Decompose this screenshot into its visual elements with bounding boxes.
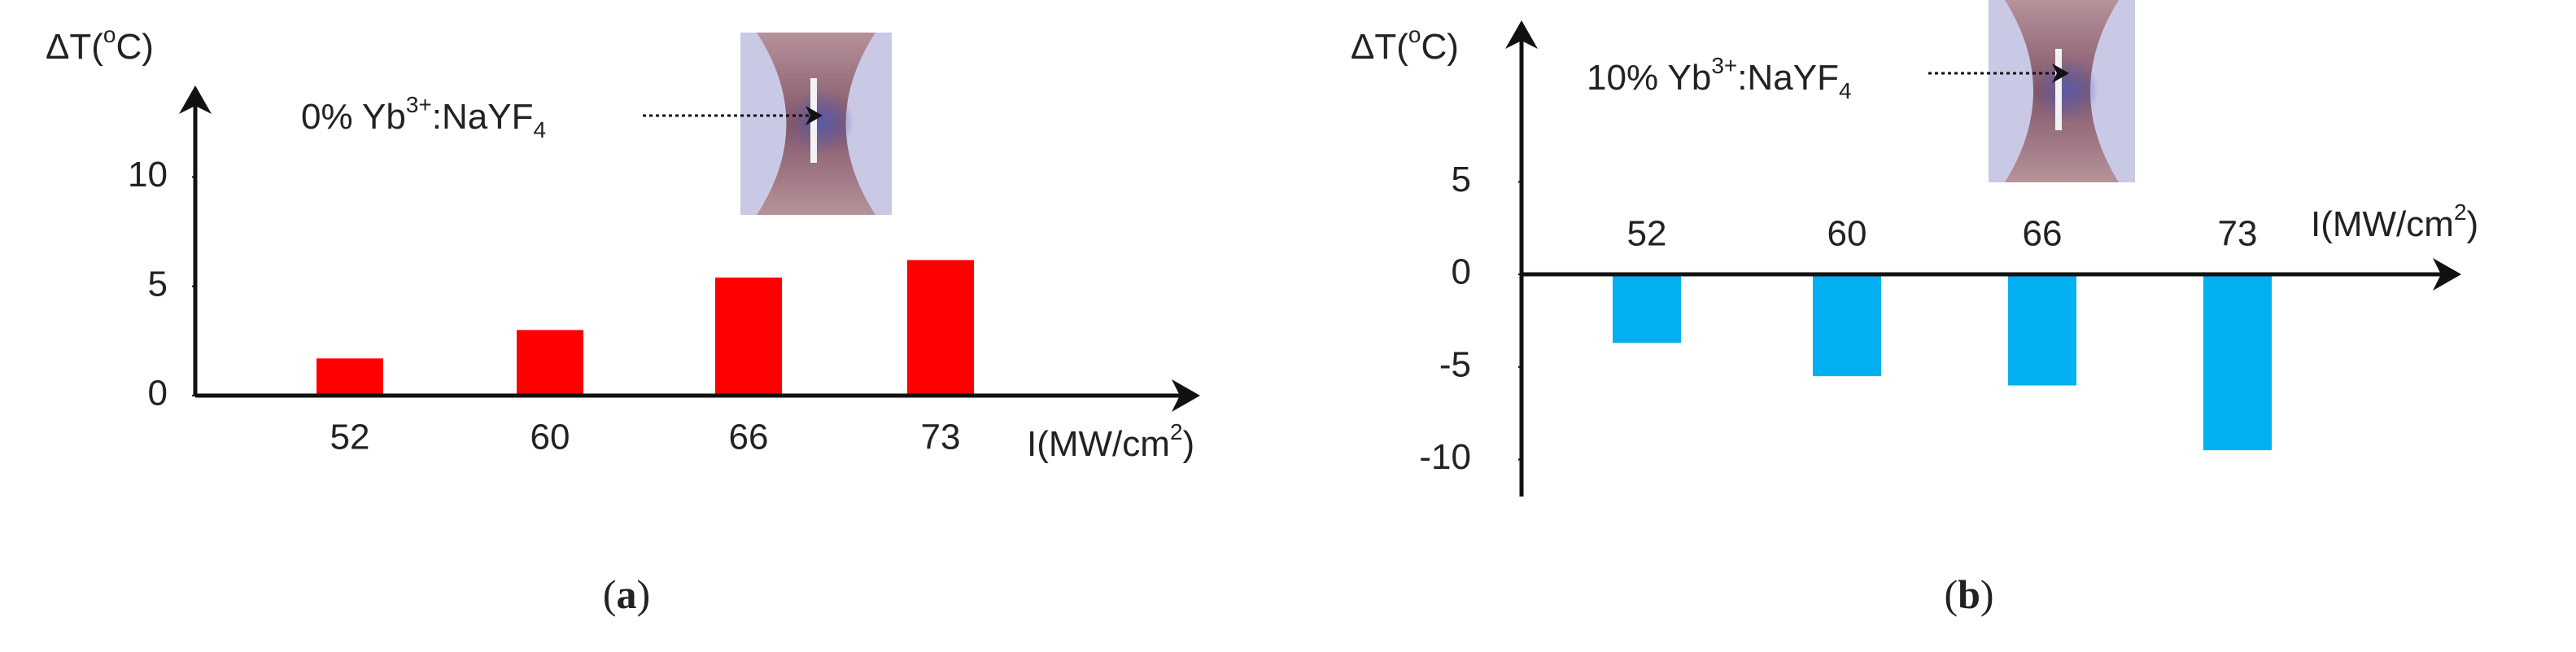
panel-label-part: ) — [1980, 571, 1994, 617]
x-axis-label-part: ) — [2467, 204, 2479, 244]
x-tick-label: 60 — [530, 418, 570, 457]
annotation-part: 4 — [1839, 78, 1852, 103]
bar — [907, 260, 974, 396]
y-tick-label: 5 — [1452, 160, 1471, 199]
panel-label: (b) — [1944, 571, 1993, 617]
x-tick-label: 52 — [330, 418, 370, 457]
y-tick-label: 10 — [128, 155, 168, 195]
panel-label-part: a — [617, 571, 637, 617]
annotation-part: :NaYF — [432, 97, 534, 137]
y-tick-label: 0 — [148, 374, 168, 414]
annotation-part: :NaYF — [1737, 58, 1839, 98]
y-axis-label-part: ΔT( — [1351, 27, 1408, 67]
bar — [317, 358, 383, 396]
y-axis-label-part: C) — [116, 27, 154, 67]
x-axis-label: I(MW/cm2) — [2311, 199, 2478, 244]
x-axis-label-part: ) — [1183, 424, 1195, 464]
x-axis-label: I(MW/cm2) — [1027, 419, 1194, 464]
x-tick-label: 73 — [2218, 214, 2258, 254]
x-axis-label-part: I(MW/cm — [1027, 424, 1170, 464]
annotation-part: 4 — [533, 117, 546, 142]
x-tick-label: 66 — [2023, 214, 2063, 254]
y-axis-label-part: o — [1408, 22, 1421, 47]
bar — [715, 277, 782, 396]
inset-a — [740, 33, 892, 215]
y-axis-label: ΔT(oC) — [46, 22, 154, 67]
bar — [2203, 274, 2272, 451]
annotation-part: 3+ — [1711, 53, 1737, 78]
x-axis-label-part: 2 — [2454, 199, 2467, 225]
y-tick-label: 5 — [148, 264, 168, 304]
bar — [1613, 274, 1681, 344]
y-tick-label: -5 — [1439, 344, 1471, 384]
x-tick-label: 60 — [1827, 214, 1867, 254]
y-axis-label-part: C) — [1421, 27, 1459, 67]
annotation-part: 10% Yb — [1587, 58, 1711, 98]
y-tick-label: 0 — [1452, 252, 1471, 292]
bar — [517, 330, 583, 396]
annotation: 10% Yb3+:NaYF4 — [1587, 53, 1852, 103]
x-tick-label: 66 — [729, 418, 769, 457]
x-axis-label-part: I(MW/cm — [2311, 204, 2454, 244]
annotation-part: 0% Yb — [301, 97, 406, 137]
y-axis-label-part: ΔT( — [46, 27, 103, 67]
x-tick-label: 73 — [921, 418, 961, 457]
y-axis-label: ΔT(oC) — [1351, 22, 1459, 67]
panel-label: (a) — [603, 571, 650, 617]
panel-label-part: ( — [603, 571, 617, 617]
x-tick-label: 52 — [1627, 214, 1667, 254]
annotation: 0% Yb3+:NaYF4 — [301, 92, 546, 142]
y-axis-label-part: o — [103, 22, 116, 47]
inset-b — [1989, 0, 2135, 182]
panel-label-part: b — [1958, 571, 1980, 617]
panel-label-part: ) — [637, 571, 651, 617]
y-tick-label: -10 — [1419, 437, 1471, 477]
bar — [1813, 274, 1881, 377]
x-axis-label-part: 2 — [1170, 419, 1183, 444]
panel-label-part: ( — [1944, 571, 1958, 617]
annotation-part: 3+ — [406, 92, 432, 117]
bar — [2008, 274, 2076, 386]
